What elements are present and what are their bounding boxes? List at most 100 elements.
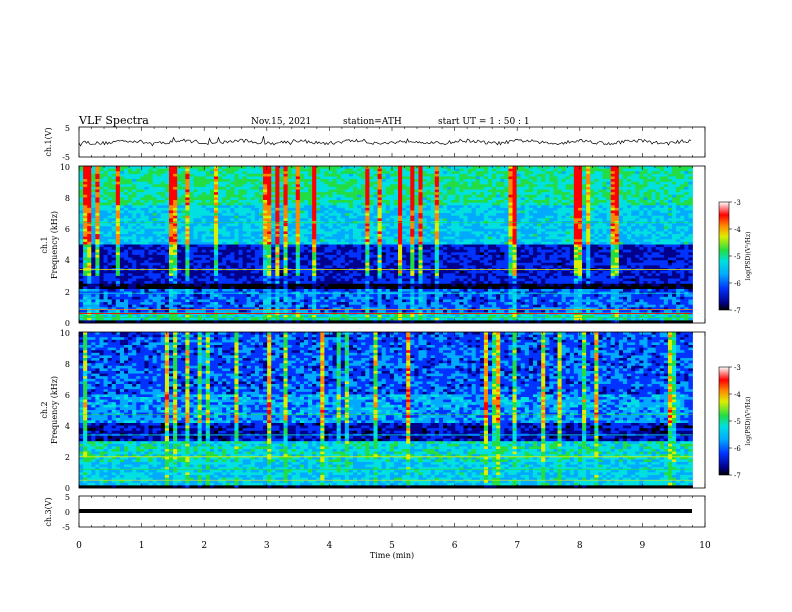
spectrogram-cell xyxy=(406,184,411,188)
spectrogram-cell xyxy=(471,194,477,198)
spectrogram-cell xyxy=(496,184,501,188)
spectrogram-cell xyxy=(213,218,219,222)
spectrogram-cell xyxy=(455,236,460,240)
spectrogram-cell xyxy=(164,249,170,253)
spectrogram-cell xyxy=(340,173,346,177)
spectrogram-cell xyxy=(569,194,575,198)
spectrogram-cell xyxy=(406,179,411,183)
spectrogram-cell xyxy=(308,215,313,219)
spectrogram-cell xyxy=(455,194,460,198)
spectrogram-cell xyxy=(316,226,321,230)
spectrogram-cell xyxy=(631,231,636,235)
spectrogram-cell xyxy=(250,244,256,248)
spectrogram-cell xyxy=(218,226,223,230)
spectrogram-cell xyxy=(173,239,178,243)
spectrogram-cell xyxy=(569,241,575,245)
spectrogram-cell xyxy=(561,207,567,211)
spectrogram-cell xyxy=(561,236,567,240)
spectrogram-cell xyxy=(512,200,518,204)
spectrogram-cell xyxy=(402,228,407,232)
spectrogram-cell xyxy=(246,236,252,240)
spectrogram-cell xyxy=(594,247,599,251)
spectrogram-cell xyxy=(483,202,489,206)
spectrogram-cell xyxy=(128,239,133,243)
spectrogram-cell xyxy=(148,241,154,245)
spectrogram-cell xyxy=(144,215,149,219)
spectrogram-cell xyxy=(549,231,554,235)
spectrogram-cell xyxy=(516,218,522,222)
spectrogram-cell xyxy=(537,192,542,196)
spectrogram-cell xyxy=(201,168,207,172)
spectrogram-cell xyxy=(369,228,374,232)
spectrogram-cell xyxy=(655,239,661,243)
spectrogram-cell xyxy=(631,192,636,196)
spectrogram-cell xyxy=(553,207,558,211)
spectrogram-cell xyxy=(152,236,158,240)
spectrogram-cell xyxy=(267,207,272,211)
spectrogram-cell xyxy=(99,241,104,245)
spectrogram-cell xyxy=(537,223,542,227)
spectrogram-cell xyxy=(389,205,395,209)
spectrogram-cell xyxy=(99,202,104,206)
spectrogram-cell xyxy=(598,176,603,180)
spectrogram-cell xyxy=(271,197,276,201)
spectrogram-cell xyxy=(332,210,338,214)
spectrogram-cell xyxy=(475,226,481,230)
spectrogram-cell xyxy=(152,200,158,204)
spectrogram-cell xyxy=(504,241,509,245)
spectrogram-cell xyxy=(520,244,526,248)
spectrogram-cell xyxy=(492,210,497,214)
spectrogram-cell xyxy=(528,234,534,238)
spectrogram-cell xyxy=(500,234,505,238)
spectrogram-cell xyxy=(594,184,599,188)
spectrogram-cell xyxy=(451,200,456,204)
spectrogram-cell xyxy=(667,186,673,190)
spectrogram-cell xyxy=(532,194,538,198)
spectrogram-cell xyxy=(667,223,673,227)
spectrogram-cell xyxy=(434,194,440,198)
spectrogram-cell xyxy=(230,226,235,230)
spectrogram-cell xyxy=(688,197,693,201)
spectrogram-cell xyxy=(688,231,693,235)
spectrogram-cell xyxy=(132,247,137,251)
spectrogram-cell xyxy=(541,241,546,245)
spectrogram-cell xyxy=(185,244,190,248)
spectrogram-cell xyxy=(353,218,358,222)
spectrogram-cell xyxy=(107,218,113,222)
spectrogram-cell xyxy=(573,202,579,206)
spectrogram-cell xyxy=(287,218,293,222)
spectrogram-cell xyxy=(152,207,158,211)
spectrogram-cell xyxy=(128,184,133,188)
spectrogram-cell xyxy=(353,205,358,209)
spectrogram-cell xyxy=(263,202,268,206)
spectrogram-cell xyxy=(647,189,652,193)
spectrogram-cell xyxy=(357,210,362,214)
spectrogram-cell xyxy=(659,168,665,172)
spectrogram-cell xyxy=(524,202,530,206)
spectrogram-cell xyxy=(389,207,395,211)
spectrogram-cell xyxy=(541,189,546,193)
spectrogram-cell xyxy=(201,241,207,245)
spectrogram-cell xyxy=(140,249,145,253)
spectrogram-cell xyxy=(189,228,194,232)
spectrogram-cell xyxy=(528,168,534,172)
spectrogram-cell xyxy=(577,215,583,219)
spectrogram-cell xyxy=(177,239,182,243)
spectrogram-cell xyxy=(479,173,485,177)
spectrogram-cell xyxy=(385,210,391,214)
spectrogram-cell xyxy=(263,186,268,190)
spectrogram-cell xyxy=(152,205,158,209)
spectrogram-cell xyxy=(336,236,342,240)
spectrogram-cell xyxy=(291,189,297,193)
spectrogram-cell xyxy=(545,192,550,196)
spectrogram-cell xyxy=(434,168,440,172)
spectrogram-cell xyxy=(402,239,407,243)
spectrogram-cell xyxy=(577,197,583,201)
spectrogram-cell xyxy=(115,223,121,227)
spectrogram-cell xyxy=(111,173,117,177)
spectrogram-cell xyxy=(635,171,640,175)
spectrogram-cell xyxy=(622,202,628,206)
spectrogram-cell xyxy=(651,205,657,209)
spectrogram-cell xyxy=(361,241,366,245)
spectrogram-cell xyxy=(606,241,612,245)
